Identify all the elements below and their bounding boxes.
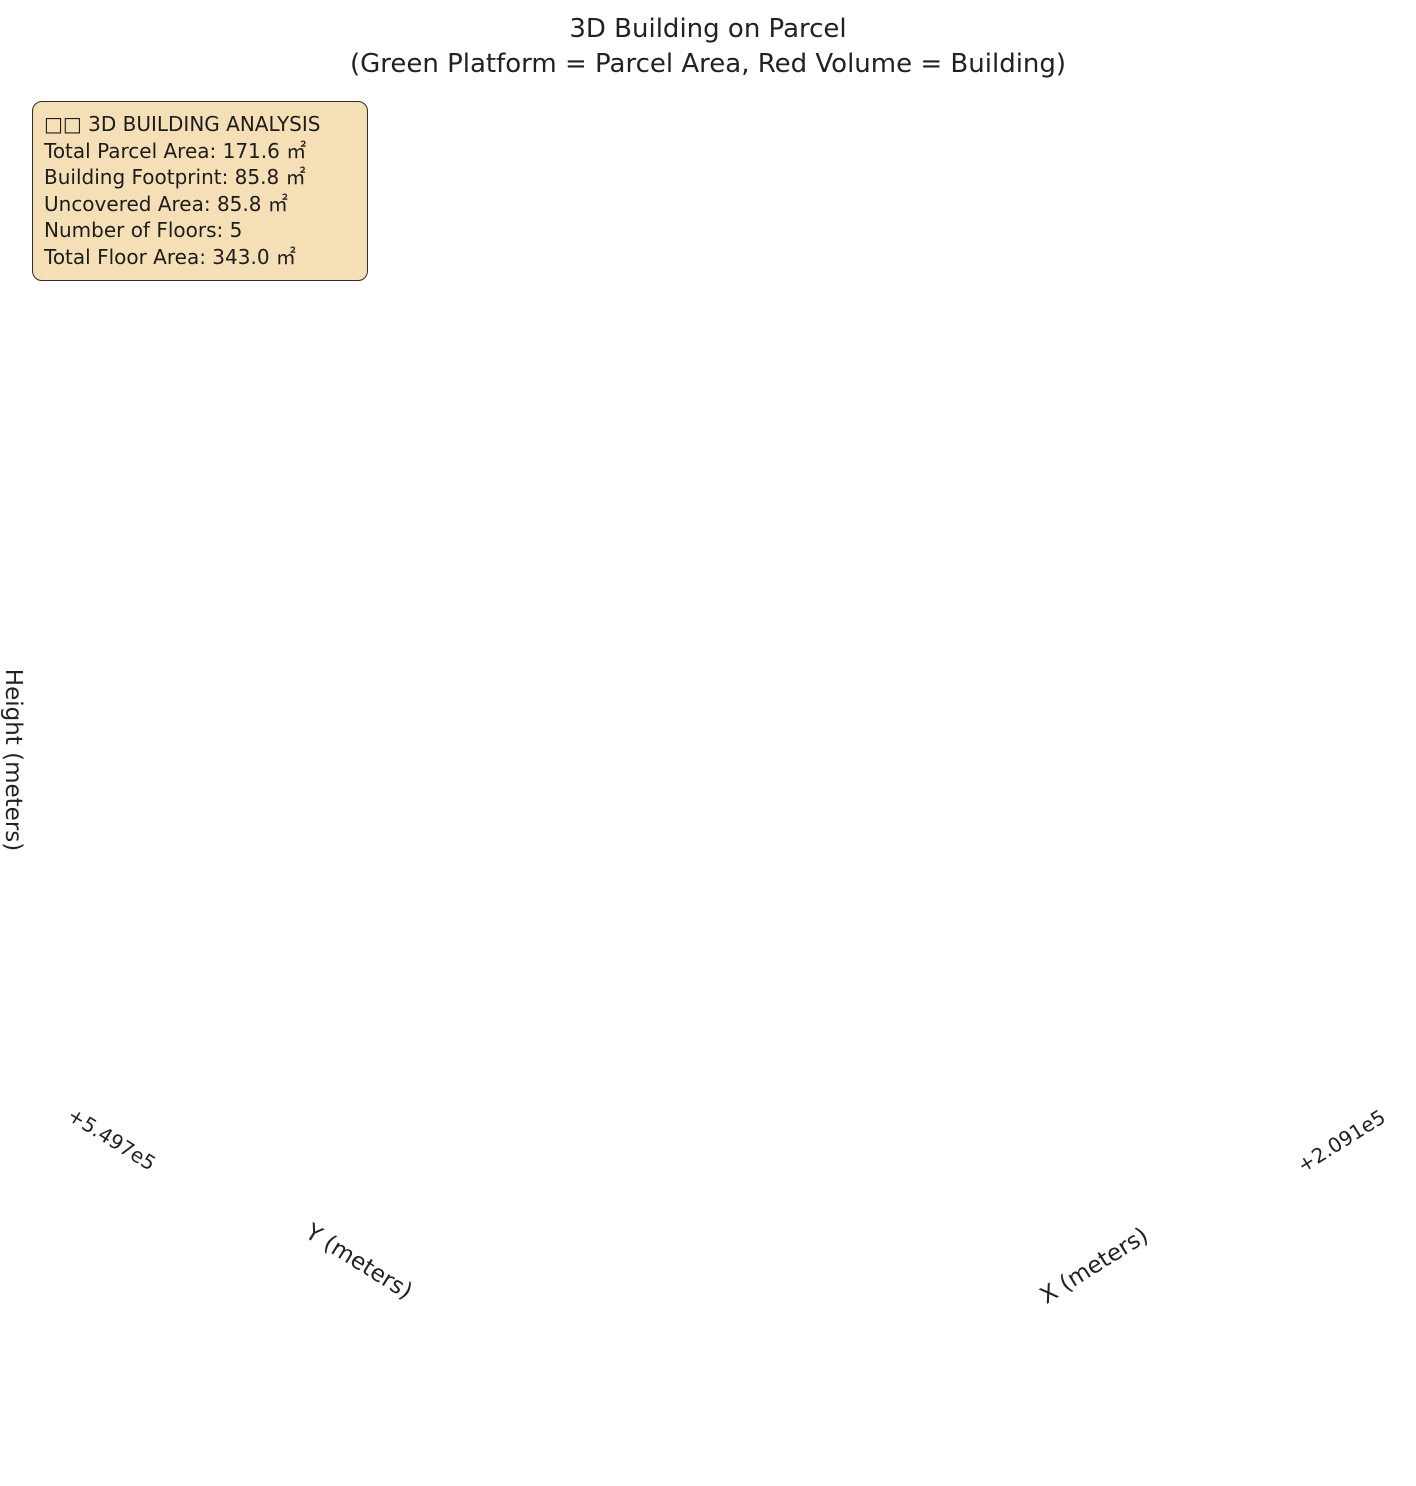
info-parcel-area: Total Parcel Area: 171.6 ㎡ bbox=[44, 138, 307, 163]
x-axis-label: X (meters) bbox=[1036, 1223, 1153, 1310]
info-box: □□ 3D BUILDING ANALYSIS Total Parcel Are… bbox=[32, 101, 368, 281]
chart-subtitle: (Green Platform = Parcel Area, Red Volum… bbox=[350, 49, 1066, 79]
info-building-footprint: Building Footprint: 85.8 ㎡ bbox=[44, 165, 306, 189]
chart-title: 3D Building on Parcel bbox=[569, 14, 846, 44]
info-title: □□ 3D BUILDING ANALYSIS bbox=[44, 112, 321, 136]
z-axis-label: Height (meters) bbox=[0, 669, 26, 851]
y-offset-label: +5.497e5 bbox=[63, 1103, 160, 1176]
y-axis-label: Y (meters) bbox=[300, 1219, 417, 1305]
x-offset-label: +2.091e5 bbox=[1293, 1105, 1390, 1178]
info-total-floor-area: Total Floor Area: 343.0 ㎡ bbox=[44, 244, 296, 269]
info-number-of-floors: Number of Floors: 5 bbox=[44, 218, 243, 242]
info-uncovered-area: Uncovered Area: 85.8 ㎡ bbox=[44, 191, 288, 216]
